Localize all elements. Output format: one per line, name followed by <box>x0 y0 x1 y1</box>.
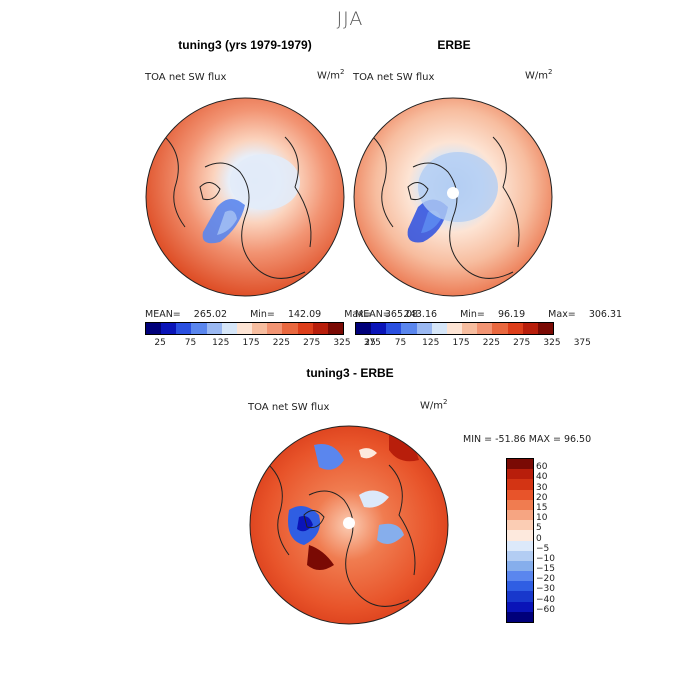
colorbar-tick-label: −60 <box>536 604 555 615</box>
colorbar-tick-label: 75 <box>184 338 197 348</box>
colorbar-swatch <box>522 323 538 334</box>
colorbar-swatch <box>507 509 533 521</box>
colorbar-tick-label: −40 <box>536 594 555 605</box>
colorbar-tick-label: 15 <box>536 502 548 513</box>
colorbar-swatch <box>507 581 533 592</box>
panel-1-title: tuning3 (yrs 1979-1979) <box>178 38 312 52</box>
colorbar-swatch <box>236 323 253 334</box>
panel-1-polar-map <box>145 97 345 297</box>
colorbar-swatch <box>371 323 387 334</box>
panel-1-units: W/m2 <box>317 68 345 82</box>
colorbar-swatch <box>146 323 162 334</box>
colorbar-swatch <box>446 323 463 334</box>
colorbar-tick-label: 25 <box>154 338 166 348</box>
colorbar-swatch <box>507 601 533 612</box>
panel-3-polar-map <box>249 425 449 625</box>
colorbar-swatch <box>206 323 222 334</box>
colorbar-tick-label: 275 <box>303 338 321 348</box>
colorbar-swatch <box>492 323 508 334</box>
colorbar-tick-label: 275 <box>513 338 531 348</box>
colorbar-swatch <box>507 550 533 561</box>
panel-2-variable-label: TOA net SW flux <box>353 72 435 83</box>
colorbar-swatch <box>191 323 207 334</box>
colorbar-swatch <box>416 323 432 334</box>
colorbar-tick-label: −10 <box>536 553 555 564</box>
colorbar-tick-label: 75 <box>394 338 407 348</box>
colorbar-tick-label: 225 <box>482 338 500 348</box>
colorbar-swatch <box>477 323 493 334</box>
colorbar-swatch <box>401 323 417 334</box>
colorbar-tick-label: 375 <box>363 338 381 348</box>
colorbar-tick-label: 25 <box>364 338 376 348</box>
colorbar-swatch <box>252 323 268 334</box>
panel-2-missing-data-hole <box>447 187 459 199</box>
colorbar-swatch <box>507 560 533 572</box>
panel-2-stats: MEAN= 243.16 Min= 96.19 Max= 306.31 <box>355 309 623 320</box>
panel-3-units: W/m2 <box>420 398 448 412</box>
colorbar-tick-label: 175 <box>242 338 260 348</box>
colorbar-swatch <box>297 323 313 334</box>
colorbar-swatch <box>507 611 533 622</box>
panel-3-minmax: MIN = -51.86 MAX = 96.50 <box>463 434 592 445</box>
colorbar-tick-label: −30 <box>536 584 555 595</box>
colorbar-tick-label: 225 <box>272 338 290 348</box>
colorbar-swatch <box>507 459 533 470</box>
colorbar-tick-label: 30 <box>536 482 548 493</box>
colorbar-swatch <box>267 323 283 334</box>
colorbar-swatch <box>507 571 533 582</box>
colorbar-swatch <box>221 323 237 334</box>
colorbar-swatch <box>312 323 328 334</box>
colorbar-tick-label: 60 <box>536 462 548 473</box>
colorbar-tick-label: 125 <box>422 338 440 348</box>
colorbar-swatch <box>431 323 447 334</box>
colorbar-swatch <box>507 520 533 531</box>
colorbar-swatch <box>507 591 533 602</box>
colorbar-swatch <box>507 469 533 480</box>
panel-1-variable-label: TOA net SW flux <box>145 72 227 83</box>
panel-1-stats: MEAN= 265.02 Min= 142.09 Max= 365.08 <box>145 309 419 320</box>
colorbar-tick-label: 325 <box>543 338 561 348</box>
panel-2-colorbar-ticks: 25 75 125 175 225 275 325 375 <box>355 338 590 350</box>
panel-1-colorbar-ticks: 25 75 125 175 225 275 325 375 <box>145 338 380 350</box>
colorbar-tick-label: −15 <box>536 564 555 575</box>
colorbar-tick-label: 10 <box>536 513 548 524</box>
panel-2-polar-map <box>353 97 553 297</box>
colorbar-swatch <box>507 540 533 551</box>
colorbar-tick-label: 5 <box>536 523 542 534</box>
panel-2-colorbar <box>355 322 554 335</box>
colorbar-tick-label: 175 <box>452 338 470 348</box>
colorbar-swatch <box>282 323 298 334</box>
colorbar-swatch <box>176 323 192 334</box>
panel-3-colorbar <box>506 458 534 623</box>
colorbar-tick-label: 325 <box>333 338 351 348</box>
panel-3-variable-label: TOA net SW flux <box>248 402 330 413</box>
colorbar-swatch <box>507 499 533 510</box>
colorbar-swatch <box>507 323 523 334</box>
panel-2-units: W/m2 <box>525 68 553 82</box>
colorbar-tick-label: −20 <box>536 574 555 585</box>
panel-3-missing-data-hole <box>343 517 355 529</box>
colorbar-swatch <box>386 323 402 334</box>
colorbar-tick-label: 0 <box>536 533 542 544</box>
colorbar-tick-label: 375 <box>573 338 591 348</box>
colorbar-tick-label: 20 <box>536 492 548 503</box>
colorbar-swatch <box>327 323 344 334</box>
colorbar-swatch <box>356 323 372 334</box>
figure-title: JJA <box>336 8 364 30</box>
panel-1-colorbar <box>145 322 344 335</box>
colorbar-swatch <box>537 323 554 334</box>
colorbar-swatch <box>462 323 478 334</box>
panel-3-colorbar-ticks: 60 40 30 20 15 10 5 0 −5 −10 −15 −20 −30 −40 −60 <box>536 458 566 621</box>
colorbar-swatch <box>507 479 533 490</box>
colorbar-tick-label: 125 <box>212 338 230 348</box>
colorbar-swatch <box>507 530 533 541</box>
colorbar-tick-label: −5 <box>536 543 550 554</box>
panel-2-title: ERBE <box>437 38 471 52</box>
colorbar-swatch <box>161 323 177 334</box>
colorbar-swatch <box>507 489 533 500</box>
colorbar-tick-label: 40 <box>536 472 548 483</box>
panel-3-title: tuning3 - ERBE <box>306 366 394 380</box>
